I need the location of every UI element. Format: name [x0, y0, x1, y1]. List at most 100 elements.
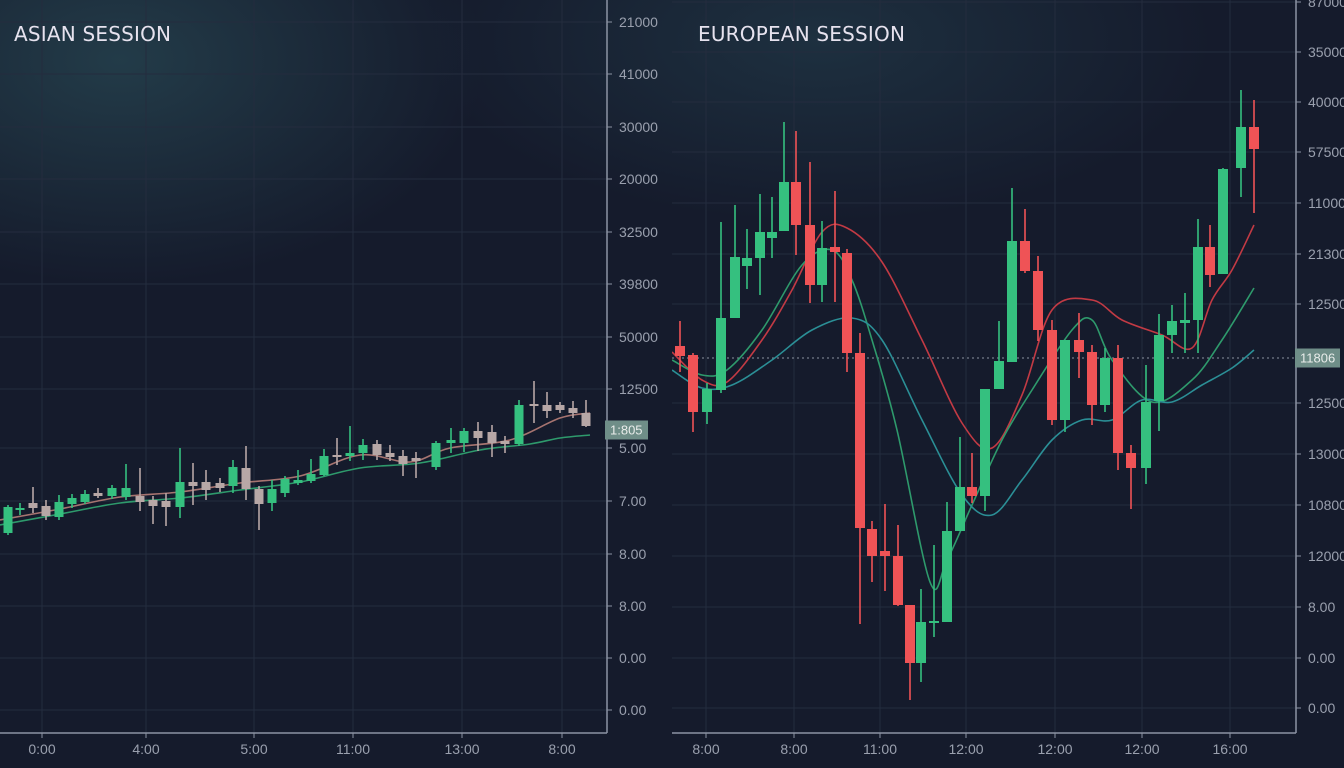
- candlestick[interactable]: [446, 428, 456, 453]
- candlestick[interactable]: [730, 205, 740, 318]
- candlestick[interactable]: [955, 437, 965, 531]
- candlestick[interactable]: [1193, 219, 1203, 353]
- candlestick[interactable]: [161, 493, 171, 526]
- candlestick[interactable]: [293, 470, 303, 485]
- candlestick[interactable]: [1249, 100, 1259, 213]
- candlestick[interactable]: [1218, 168, 1228, 274]
- candlestick[interactable]: [529, 381, 539, 423]
- candlestick[interactable]: [1113, 345, 1123, 470]
- candlestick[interactable]: [473, 422, 483, 451]
- candlestick[interactable]: [319, 449, 329, 476]
- candlestick[interactable]: [1047, 320, 1057, 425]
- candlestick[interactable]: [1126, 445, 1136, 509]
- asian-session-chart[interactable]: ASIAN SESSION 21000 41000 30000 20000 32500 3…: [0, 0, 672, 768]
- candlestick[interactable]: [817, 221, 827, 302]
- candlestick[interactable]: [93, 488, 103, 498]
- candlestick[interactable]: [107, 485, 117, 499]
- candlestick[interactable]: [358, 439, 368, 460]
- candlestick[interactable]: [67, 494, 77, 508]
- candlestick[interactable]: [767, 197, 777, 258]
- candlestick[interactable]: [241, 446, 251, 500]
- candlestick[interactable]: [500, 436, 510, 453]
- candlestick[interactable]: [1205, 225, 1215, 287]
- candlestick[interactable]: [830, 191, 840, 302]
- candlestick[interactable]: [201, 470, 211, 500]
- candlestick[interactable]: [805, 162, 815, 303]
- price-axis-label: 0.00: [1308, 700, 1336, 716]
- candlestick[interactable]: [514, 400, 524, 446]
- candlestick[interactable]: [1007, 188, 1017, 362]
- candlestick[interactable]: [929, 545, 939, 637]
- candlestick[interactable]: [675, 321, 685, 372]
- candlestick[interactable]: [3, 505, 13, 535]
- candlestick[interactable]: [702, 383, 712, 424]
- candlestick[interactable]: [80, 490, 90, 504]
- candlestick[interactable]: [1100, 348, 1110, 412]
- candlestick[interactable]: [148, 496, 158, 524]
- candlestick[interactable]: [1060, 340, 1070, 432]
- candlestick[interactable]: [372, 440, 382, 460]
- candlestick[interactable]: [15, 503, 25, 515]
- candlestick[interactable]: [555, 402, 565, 413]
- candlestick[interactable]: [459, 428, 469, 452]
- candlestick[interactable]: [942, 502, 952, 622]
- candlestick[interactable]: [1180, 293, 1190, 353]
- candlestick[interactable]: [1167, 305, 1177, 353]
- candlestick[interactable]: [28, 487, 38, 513]
- candlestick[interactable]: [175, 448, 185, 518]
- moving-average-line: [0, 412, 591, 521]
- candlestick[interactable]: [994, 321, 1004, 389]
- candlestick[interactable]: [905, 605, 915, 700]
- candlestick[interactable]: [431, 441, 441, 470]
- candlestick[interactable]: [893, 525, 903, 606]
- candlestick[interactable]: [1154, 314, 1164, 431]
- candlestick[interactable]: [688, 353, 698, 432]
- candlestick[interactable]: [1020, 209, 1030, 273]
- european-candlestick-plot[interactable]: [672, 0, 1344, 768]
- candlestick[interactable]: [135, 468, 145, 511]
- candlestick[interactable]: [1033, 256, 1043, 341]
- candlestick[interactable]: [779, 122, 789, 231]
- candlestick[interactable]: [41, 500, 51, 520]
- candlestick[interactable]: [542, 392, 552, 418]
- candlestick[interactable]: [916, 589, 926, 682]
- moving-average-line: [0, 434, 591, 526]
- candlestick[interactable]: [581, 400, 591, 427]
- candlestick[interactable]: [228, 460, 238, 493]
- candlestick[interactable]: [306, 459, 316, 483]
- candlestick[interactable]: [487, 425, 497, 457]
- candlestick[interactable]: [398, 450, 408, 476]
- candlestick[interactable]: [254, 486, 264, 530]
- candlestick[interactable]: [280, 476, 290, 497]
- price-axis-label: 0.00: [1308, 650, 1336, 666]
- candlestick[interactable]: [267, 480, 277, 511]
- candlestick[interactable]: [755, 194, 765, 295]
- asian-session-title: ASIAN SESSION: [14, 22, 172, 46]
- candlestick[interactable]: [568, 401, 578, 418]
- candlestick[interactable]: [1236, 90, 1246, 197]
- european-session-chart[interactable]: EUROPEAN SESSION 87000 35000 40000 57500 110…: [672, 0, 1344, 768]
- candlestick[interactable]: [880, 504, 890, 591]
- candlestick[interactable]: [842, 249, 852, 372]
- candlestick[interactable]: [716, 222, 726, 393]
- candlestick[interactable]: [742, 229, 752, 289]
- candlestick[interactable]: [188, 463, 198, 505]
- candlestick[interactable]: [967, 453, 977, 503]
- time-axis-label: 12:00: [1037, 741, 1073, 757]
- candlestick[interactable]: [332, 438, 342, 465]
- asian-candlestick-plot[interactable]: [0, 0, 672, 768]
- candlestick[interactable]: [1074, 313, 1084, 378]
- candlestick[interactable]: [855, 333, 865, 624]
- candlestick[interactable]: [791, 131, 801, 255]
- candlestick[interactable]: [867, 521, 877, 582]
- candlestick[interactable]: [1141, 365, 1151, 484]
- candlestick[interactable]: [1087, 345, 1097, 425]
- candlestick[interactable]: [54, 495, 64, 520]
- candlestick[interactable]: [411, 452, 421, 478]
- candlestick[interactable]: [121, 464, 131, 500]
- candlestick[interactable]: [215, 478, 225, 492]
- candlestick[interactable]: [980, 389, 990, 511]
- price-axis-label: 11000: [1308, 195, 1344, 211]
- candlestick[interactable]: [385, 445, 395, 461]
- candlestick[interactable]: [345, 426, 355, 461]
